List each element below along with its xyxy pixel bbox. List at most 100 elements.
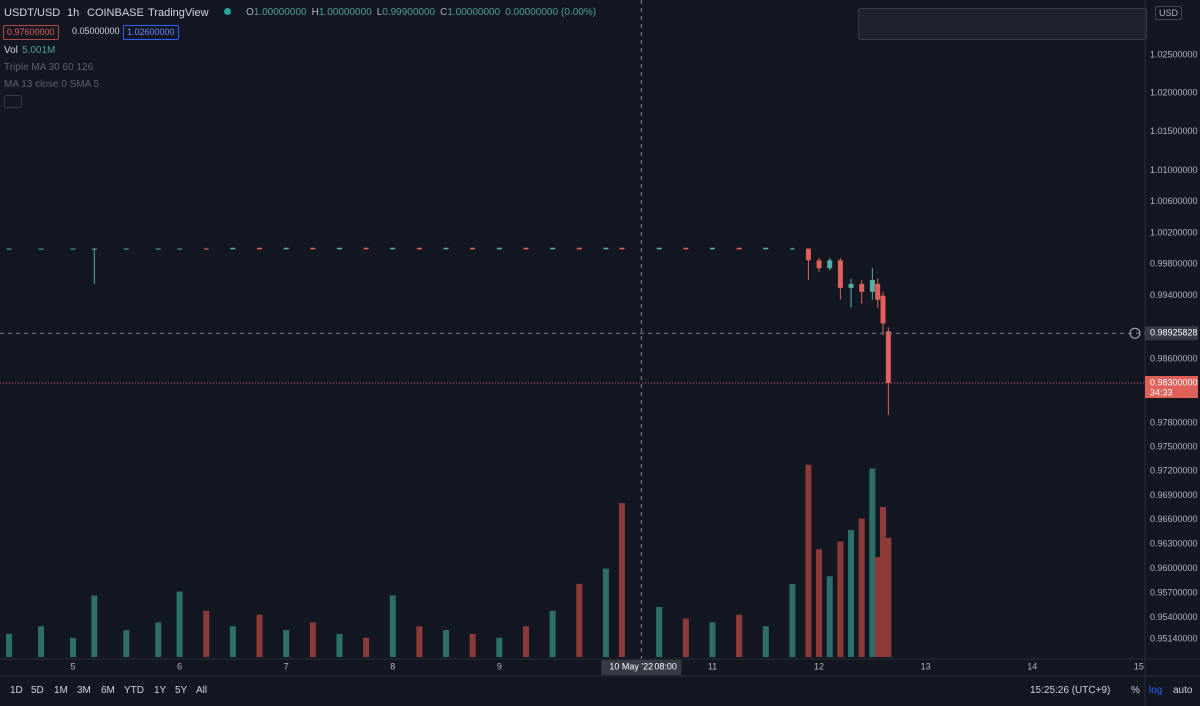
candle-body bbox=[416, 247, 422, 250]
candle-body bbox=[656, 247, 662, 250]
y-tick-label: 0.96000000 bbox=[1150, 563, 1198, 573]
timeframe-button[interactable]: 1M bbox=[54, 685, 68, 696]
timeframe-button[interactable]: 5Y bbox=[175, 685, 188, 696]
volume-bar bbox=[6, 633, 13, 657]
volume-bar bbox=[416, 626, 423, 657]
candle-body bbox=[523, 247, 529, 250]
crosshair-time: 08:00 bbox=[654, 661, 677, 671]
y-tick-label: 0.96300000 bbox=[1150, 539, 1198, 549]
symbol: USDT/USD bbox=[4, 7, 61, 19]
volume-bar bbox=[816, 549, 823, 657]
volume-bar bbox=[656, 607, 663, 657]
candle-body bbox=[470, 247, 476, 250]
timeframe-button[interactable]: 5D bbox=[31, 685, 44, 696]
source: TradingView bbox=[148, 7, 209, 19]
candle-body bbox=[123, 248, 129, 250]
volume-bar bbox=[709, 622, 716, 657]
ohlc-value: 1.00000000 bbox=[318, 7, 372, 18]
clock: 15:25:26 (UTC+9) bbox=[1030, 685, 1111, 696]
timeframe-button[interactable]: 3M bbox=[77, 685, 91, 696]
y-tick-label: 0.95400000 bbox=[1150, 612, 1198, 622]
volume-bar bbox=[203, 610, 210, 657]
y-tick-label: 1.02000000 bbox=[1150, 88, 1198, 98]
candle-body bbox=[91, 248, 97, 250]
x-tick-label: 8 bbox=[390, 661, 395, 671]
candle-body bbox=[550, 247, 556, 250]
candle-body bbox=[619, 247, 625, 250]
volume-bar bbox=[682, 618, 689, 657]
change-pct: (0.00%) bbox=[561, 7, 597, 18]
candle-body bbox=[70, 248, 76, 250]
candle-body bbox=[816, 260, 822, 269]
y-tick-label: 1.01500000 bbox=[1150, 126, 1198, 136]
volume-bar bbox=[576, 583, 583, 657]
ohlc-key: L bbox=[376, 7, 383, 18]
ohlc-key: C bbox=[440, 7, 448, 18]
countdown: 34:33 bbox=[1150, 387, 1173, 397]
volume-bar bbox=[762, 626, 769, 657]
volume-bar bbox=[549, 610, 556, 657]
volume-bar bbox=[256, 614, 263, 657]
candle-body bbox=[496, 247, 502, 250]
candle-body bbox=[230, 247, 236, 250]
candle-body bbox=[736, 247, 742, 250]
x-tick-label: 7 bbox=[284, 661, 289, 671]
add-alert-button bbox=[1129, 327, 1141, 339]
currency-button[interactable]: USD bbox=[1155, 6, 1183, 20]
candle-body bbox=[805, 248, 811, 261]
candle-body bbox=[576, 247, 582, 250]
candle-body bbox=[848, 283, 854, 288]
volume-bar bbox=[363, 637, 370, 657]
candle-body bbox=[885, 331, 891, 384]
crosshair-time-box bbox=[601, 660, 682, 675]
timeframe-button[interactable]: 6M bbox=[101, 685, 115, 696]
volume-bar bbox=[309, 622, 316, 657]
candle-body bbox=[38, 248, 44, 250]
indicator[interactable]: MA 13 close 0 SMA 5 bbox=[4, 79, 100, 90]
candle-body bbox=[6, 248, 12, 250]
crosshair-date: 10 May '22 bbox=[609, 661, 653, 671]
buy-box[interactable]: 1.02600000 bbox=[123, 25, 179, 40]
last-price-box bbox=[1145, 376, 1198, 399]
collapse-button[interactable] bbox=[4, 95, 22, 108]
candle-body bbox=[859, 283, 865, 292]
scale-button[interactable]: log bbox=[1149, 685, 1163, 696]
x-tick-label: 15 bbox=[1134, 661, 1144, 671]
sell-box[interactable]: 0.97600000 bbox=[3, 25, 59, 40]
volume-bar bbox=[848, 530, 855, 657]
volume-bar bbox=[229, 626, 236, 657]
drawing-toolbar[interactable] bbox=[858, 8, 1147, 40]
volume-bar bbox=[389, 595, 396, 657]
interval[interactable]: 1h bbox=[67, 7, 80, 19]
candle-body bbox=[283, 247, 289, 250]
ohlc-value: 1.00000000 bbox=[253, 7, 307, 18]
candle-body bbox=[203, 248, 209, 250]
indicator[interactable]: Triple MA 30 60 126 bbox=[4, 62, 94, 73]
volume-bar bbox=[91, 595, 98, 657]
timeframe-button[interactable]: All bbox=[196, 685, 208, 696]
candle-body bbox=[443, 247, 449, 250]
x-tick-label: 6 bbox=[177, 661, 182, 671]
timeframe-button[interactable]: YTD bbox=[124, 685, 144, 696]
volume-bar bbox=[618, 503, 625, 657]
scale-button[interactable]: % bbox=[1131, 685, 1140, 696]
timeframe-button[interactable]: 1Y bbox=[154, 685, 167, 696]
crosshair-price: 0.98925828 bbox=[1150, 328, 1198, 338]
candle-body bbox=[336, 247, 342, 250]
candle-body bbox=[257, 247, 263, 250]
ohlc: O1.00000000 H1.00000000 L0.99900000 C1.0000… bbox=[246, 7, 596, 18]
y-tick-label: 0.97500000 bbox=[1150, 441, 1198, 451]
candle-body bbox=[827, 260, 833, 269]
vol-key: Vol bbox=[4, 45, 18, 56]
y-tick-label: 1.00200000 bbox=[1150, 227, 1198, 237]
x-tick-label: 13 bbox=[921, 661, 931, 671]
exchange: COINBASE bbox=[87, 7, 144, 19]
candle-body bbox=[310, 247, 316, 250]
timeframe-button[interactable]: 1D bbox=[10, 685, 23, 696]
x-tick-label: 12 bbox=[814, 661, 824, 671]
scale-button[interactable]: auto bbox=[1173, 685, 1193, 696]
volume-bar bbox=[176, 591, 183, 657]
y-tick-label: 0.99800000 bbox=[1150, 259, 1198, 269]
x-tick-label: 5 bbox=[70, 661, 75, 671]
